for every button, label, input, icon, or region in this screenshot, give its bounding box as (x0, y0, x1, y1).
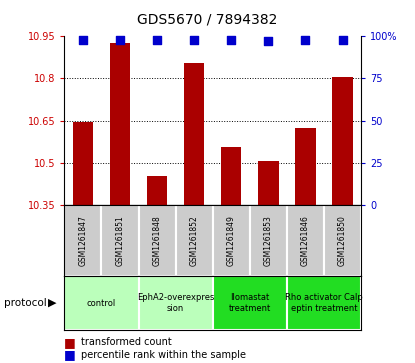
Text: ▶: ▶ (48, 298, 56, 308)
Bar (221, 147, 242, 205)
Bar (324, 205, 361, 276)
Text: percentile rank within the sample: percentile rank within the sample (81, 350, 246, 360)
Text: GSM1261849: GSM1261849 (227, 215, 236, 266)
Bar (287, 205, 324, 276)
Bar (110, 43, 130, 205)
Bar (184, 63, 204, 205)
Bar (258, 162, 278, 205)
Bar (287, 276, 361, 330)
Text: GSM1261848: GSM1261848 (153, 215, 161, 266)
Text: GSM1261847: GSM1261847 (78, 215, 88, 266)
Bar (176, 205, 213, 276)
Bar (213, 205, 250, 276)
Bar (64, 276, 139, 330)
Bar (332, 77, 353, 205)
Text: GSM1261846: GSM1261846 (301, 215, 310, 266)
Bar (250, 205, 287, 276)
Point (117, 37, 123, 42)
Bar (73, 122, 93, 205)
Text: GSM1261851: GSM1261851 (115, 215, 124, 266)
Bar (139, 276, 213, 330)
Text: ■: ■ (64, 336, 76, 349)
Point (154, 37, 160, 42)
Bar (213, 276, 287, 330)
Text: GDS5670 / 7894382: GDS5670 / 7894382 (137, 13, 278, 27)
Text: EphA2-overexpres
sion: EphA2-overexpres sion (137, 293, 214, 313)
Bar (64, 205, 101, 276)
Point (302, 37, 309, 42)
Text: transformed count: transformed count (81, 337, 172, 347)
Text: GSM1261852: GSM1261852 (190, 215, 199, 266)
Text: Ilomastat
treatment: Ilomastat treatment (229, 293, 271, 313)
Point (265, 38, 272, 44)
Text: ■: ■ (64, 348, 76, 362)
Text: control: control (87, 299, 116, 307)
Point (339, 37, 346, 42)
Text: GSM1261853: GSM1261853 (264, 215, 273, 266)
Text: protocol: protocol (4, 298, 47, 308)
Point (80, 37, 86, 42)
Text: Rho activator Calp
eptin treatment: Rho activator Calp eptin treatment (285, 293, 363, 313)
Bar (147, 176, 167, 205)
Bar (139, 205, 176, 276)
Point (191, 37, 198, 42)
Point (228, 37, 234, 42)
Text: GSM1261850: GSM1261850 (338, 215, 347, 266)
Bar (295, 128, 316, 205)
Bar (101, 205, 139, 276)
